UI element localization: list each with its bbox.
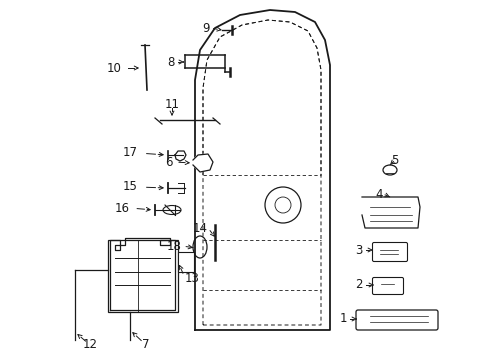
Polygon shape: [361, 197, 419, 228]
Text: 13: 13: [184, 271, 200, 284]
Text: 7: 7: [142, 338, 149, 351]
Text: 12: 12: [82, 338, 97, 351]
Text: 18: 18: [167, 239, 182, 252]
Bar: [108, 240, 178, 312]
Text: 10: 10: [107, 62, 122, 75]
Text: 16: 16: [115, 202, 130, 215]
FancyBboxPatch shape: [372, 278, 403, 294]
Text: 6: 6: [165, 156, 173, 168]
Text: 8: 8: [167, 55, 175, 68]
FancyBboxPatch shape: [355, 310, 437, 330]
Text: 9: 9: [202, 22, 209, 35]
Text: 1: 1: [339, 312, 346, 325]
Text: 3: 3: [355, 243, 362, 256]
Text: 14: 14: [193, 221, 207, 234]
FancyBboxPatch shape: [372, 243, 407, 261]
Text: 2: 2: [355, 279, 362, 292]
Text: 15: 15: [123, 180, 138, 194]
Text: 5: 5: [390, 153, 398, 166]
Polygon shape: [193, 154, 213, 172]
Bar: [178, 252, 194, 272]
Ellipse shape: [382, 165, 396, 175]
Text: 11: 11: [164, 98, 179, 111]
Text: 17: 17: [123, 147, 138, 159]
Text: 4: 4: [375, 188, 382, 201]
